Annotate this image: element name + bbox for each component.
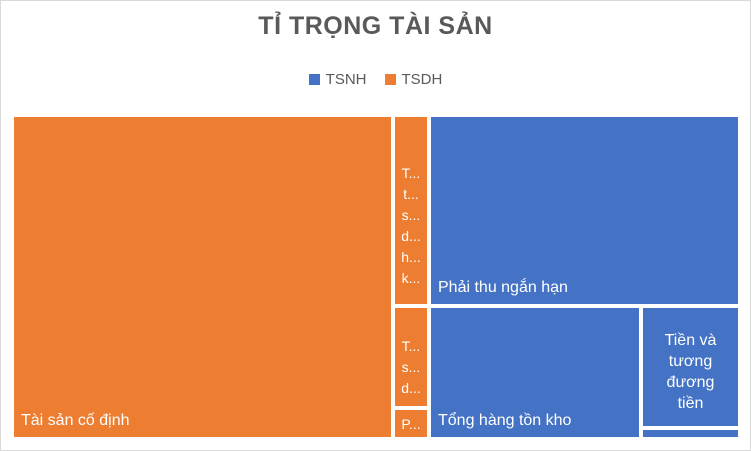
treemap-label: Phải thu ngắn hạn	[438, 278, 568, 296]
treemap-label: Tổng hàng tồn kho	[438, 411, 572, 429]
chart-legend: TSNH TSDH	[0, 71, 751, 88]
legend-swatch-tsdh	[384, 74, 396, 85]
treemap-label: Tiền và tương đương tiền	[664, 332, 717, 412]
treemap-cell-tai-san-co-dinh: Tài sản cố định	[12, 115, 393, 439]
treemap-label: Tài sản cố định	[21, 411, 130, 429]
legend-item-tsdh: TSDH	[384, 71, 443, 88]
chart-title: TỈ TRỌNG TÀI SẢN	[258, 12, 493, 40]
legend-swatch-tsnh	[308, 74, 320, 85]
treemap-label: T... s... d...	[401, 338, 421, 396]
legend-label-tsdh: TSDH	[401, 71, 443, 88]
legend-item-tsnh: TSNH	[308, 71, 367, 88]
treemap-cell-tsdh-small-1: T... t... s... d... h... k...	[393, 115, 429, 306]
legend-label-tsnh: TSNH	[325, 71, 367, 88]
treemap-label: P...	[401, 416, 421, 432]
treemap-label: T... t... s... d... h... k...	[401, 165, 421, 286]
treemap-cell-tsdh-small-2: T... s... d...	[393, 306, 429, 408]
treemap-cell-tien-va-tuong-duong-tien: Tiền và tương đương tiền	[641, 306, 740, 428]
treemap-cell-tsdh-small-3: P...	[393, 408, 429, 439]
treemap-cell-tong-hang-ton-kho: Tổng hàng tồn kho	[429, 306, 641, 439]
treemap-cell-phai-thu-ngan-han: Phải thu ngắn hạn	[429, 115, 740, 306]
treemap-cell-tsnh-small	[641, 428, 740, 439]
